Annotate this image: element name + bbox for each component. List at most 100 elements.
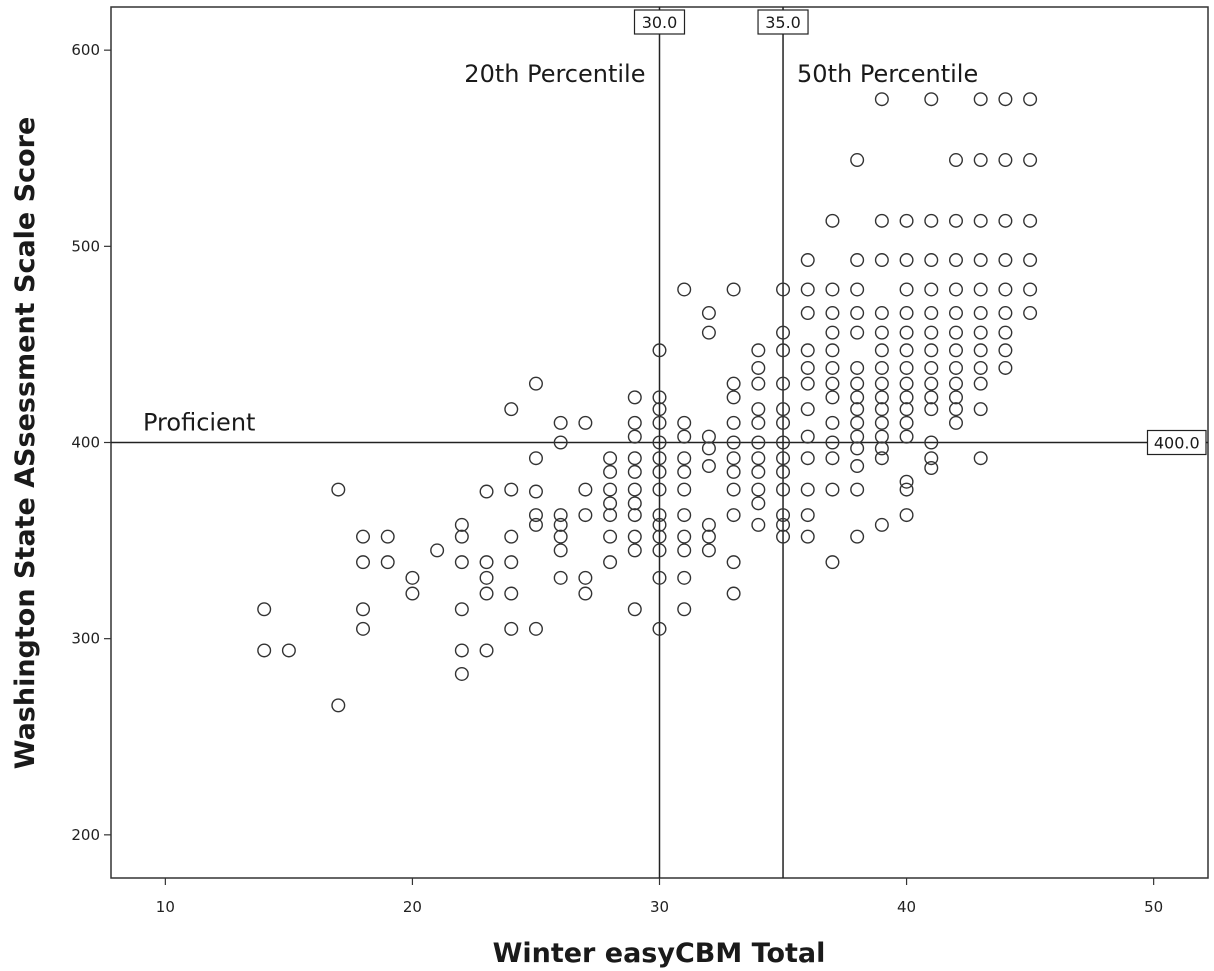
x-tick-label: 30 <box>650 898 669 916</box>
data-point <box>973 253 988 268</box>
data-point <box>1023 282 1038 297</box>
reference-value-label: 400.0 <box>1154 434 1200 453</box>
reference-value-box <box>1146 429 1207 456</box>
data-point <box>998 306 1013 321</box>
data-point <box>603 496 618 511</box>
data-point <box>677 602 692 617</box>
data-point <box>751 402 766 417</box>
data-point <box>874 429 889 444</box>
y-tick-label: 300 <box>71 630 100 648</box>
data-point <box>652 621 667 636</box>
data-point <box>973 213 988 228</box>
data-point <box>356 529 371 544</box>
data-point <box>948 402 963 417</box>
data-point <box>825 555 840 570</box>
data-point <box>998 92 1013 107</box>
data-point <box>924 360 939 375</box>
data-point <box>701 441 716 456</box>
data-point <box>825 390 840 405</box>
data-point <box>677 464 692 479</box>
data-point <box>553 435 568 450</box>
reference-value-label: 35.0 <box>765 13 801 32</box>
data-point <box>973 92 988 107</box>
data-point <box>331 698 346 713</box>
data-point <box>973 282 988 297</box>
data-point <box>553 543 568 558</box>
data-point <box>924 435 939 450</box>
data-point <box>751 343 766 358</box>
data-point <box>800 360 815 375</box>
data-point <box>430 543 445 558</box>
data-point <box>380 555 395 570</box>
data-point <box>948 253 963 268</box>
data-point <box>850 390 865 405</box>
data-point <box>627 529 642 544</box>
data-point <box>578 482 593 497</box>
data-point <box>874 92 889 107</box>
data-point <box>800 429 815 444</box>
data-point <box>454 517 469 532</box>
data-point <box>874 306 889 321</box>
data-point <box>454 555 469 570</box>
data-point <box>850 429 865 444</box>
data-point <box>850 306 865 321</box>
data-point <box>751 464 766 479</box>
data-point <box>948 282 963 297</box>
x-tick-label: 20 <box>403 898 422 916</box>
data-point <box>677 570 692 585</box>
y-tick-label: 500 <box>71 237 100 255</box>
data-point <box>899 253 914 268</box>
data-point <box>776 325 791 340</box>
data-point <box>528 508 543 523</box>
data-point <box>1023 92 1038 107</box>
data-point <box>627 451 642 466</box>
data-point <box>553 570 568 585</box>
data-point <box>652 482 667 497</box>
data-point <box>701 459 716 474</box>
data-point <box>899 415 914 430</box>
data-point <box>776 464 791 479</box>
data-point <box>850 360 865 375</box>
data-point <box>973 343 988 358</box>
data-point <box>899 474 914 489</box>
data-point <box>578 415 593 430</box>
data-point <box>924 461 939 476</box>
data-point <box>874 325 889 340</box>
data-point <box>874 253 889 268</box>
data-point <box>998 360 1013 375</box>
y-axis-title: Washington State ASsessment Scale Score <box>10 117 41 770</box>
data-point <box>874 517 889 532</box>
data-point <box>652 570 667 585</box>
data-point <box>800 306 815 321</box>
x-tick-label: 10 <box>156 898 175 916</box>
data-point <box>776 482 791 497</box>
data-point <box>825 415 840 430</box>
data-point <box>677 282 692 297</box>
data-point <box>479 570 494 585</box>
data-point <box>924 282 939 297</box>
data-point <box>924 306 939 321</box>
data-point <box>924 390 939 405</box>
data-point <box>726 282 741 297</box>
data-point <box>800 508 815 523</box>
data-point <box>652 517 667 532</box>
data-point <box>726 464 741 479</box>
data-point <box>652 402 667 417</box>
data-point <box>356 602 371 617</box>
data-point <box>652 343 667 358</box>
data-point <box>652 529 667 544</box>
data-point <box>553 529 568 544</box>
data-point <box>998 325 1013 340</box>
data-point <box>924 253 939 268</box>
data-point <box>825 282 840 297</box>
data-point <box>528 451 543 466</box>
data-point <box>948 325 963 340</box>
data-point <box>528 376 543 391</box>
data-point <box>603 482 618 497</box>
data-point <box>874 343 889 358</box>
data-point <box>899 282 914 297</box>
data-point <box>603 508 618 523</box>
data-point <box>504 586 519 601</box>
y-tick-label: 600 <box>71 41 100 59</box>
data-point <box>627 602 642 617</box>
